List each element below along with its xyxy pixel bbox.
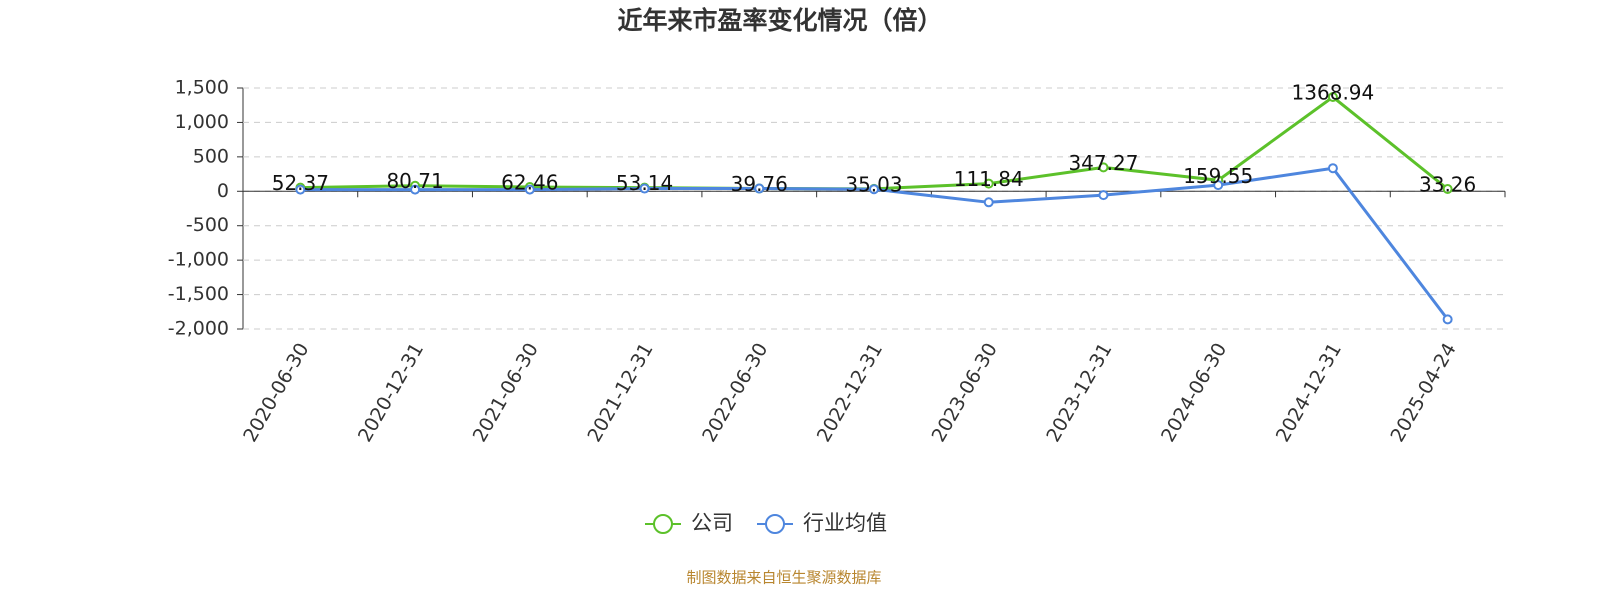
legend-label: 公司 bbox=[691, 511, 733, 535]
source-note: 制图数据来自恒生聚源数据库 bbox=[686, 569, 881, 587]
data-label: 111.84 bbox=[954, 167, 1024, 191]
data-point bbox=[983, 178, 994, 189]
data-point bbox=[1098, 190, 1109, 201]
data-point bbox=[524, 184, 535, 195]
x-tick-label: 2020-06-30 bbox=[239, 339, 313, 446]
data-label: 35.03 bbox=[845, 172, 902, 196]
data-point bbox=[1442, 314, 1453, 325]
data-label: 159.55 bbox=[1183, 164, 1253, 188]
data-label: 80.71 bbox=[386, 169, 443, 193]
data-label: 53.14 bbox=[616, 171, 673, 195]
y-tick-label: 1,000 bbox=[175, 111, 229, 133]
x-tick-label: 2024-12-31 bbox=[1272, 339, 1346, 446]
y-tick-label: -1,500 bbox=[168, 283, 229, 305]
legend-label: 行业均值 bbox=[803, 511, 887, 535]
data-point bbox=[1098, 162, 1109, 173]
x-tick-label: 2025-04-24 bbox=[1386, 339, 1460, 446]
y-tick-label: -2,000 bbox=[168, 318, 229, 340]
x-tick-label: 2023-06-30 bbox=[928, 339, 1002, 446]
data-label: 33.26 bbox=[1419, 172, 1476, 196]
x-tick-label: 2024-06-30 bbox=[1157, 339, 1231, 446]
y-tick-label: -500 bbox=[186, 214, 229, 236]
data-label: 39.76 bbox=[731, 172, 788, 196]
data-point bbox=[869, 184, 879, 195]
data-point bbox=[639, 183, 650, 194]
data-point bbox=[1327, 163, 1338, 174]
data-label: 1368.94 bbox=[1292, 81, 1375, 105]
y-tick-label: 1,500 bbox=[175, 77, 229, 99]
data-point bbox=[295, 184, 306, 195]
x-tick-label: 2021-06-30 bbox=[469, 339, 543, 446]
data-label: 347.27 bbox=[1068, 151, 1138, 175]
data-label: 62.46 bbox=[501, 170, 558, 194]
x-tick-label: 2021-12-31 bbox=[583, 339, 657, 446]
data-point bbox=[410, 184, 421, 195]
x-tick-label: 2020-12-31 bbox=[354, 339, 428, 446]
x-tick-label: 2022-06-30 bbox=[698, 339, 772, 446]
chart-title: 近年来市盈率变化情况（倍） bbox=[617, 6, 942, 35]
legend-marker bbox=[653, 514, 673, 534]
x-tick-label: 2023-12-31 bbox=[1042, 339, 1116, 446]
y-tick-label: 0 bbox=[217, 180, 229, 202]
data-point bbox=[1442, 183, 1453, 194]
legend-marker bbox=[765, 514, 785, 534]
data-point bbox=[983, 197, 994, 208]
data-point bbox=[754, 183, 765, 194]
y-tick-label: -1,000 bbox=[168, 249, 229, 271]
y-tick-label: 500 bbox=[193, 145, 229, 167]
x-tick-label: 2022-12-31 bbox=[813, 339, 887, 446]
data-label: 52.37 bbox=[272, 171, 329, 195]
data-point bbox=[1213, 180, 1224, 191]
data-point bbox=[1327, 92, 1338, 103]
